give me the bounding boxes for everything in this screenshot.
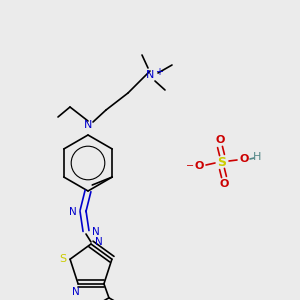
Text: N: N xyxy=(95,237,103,247)
Text: N: N xyxy=(69,207,77,217)
Text: −: − xyxy=(186,161,194,171)
Text: O: O xyxy=(219,179,229,189)
Text: O: O xyxy=(194,161,204,171)
Text: S: S xyxy=(59,254,67,264)
Text: N: N xyxy=(146,70,154,80)
Text: N: N xyxy=(92,227,100,237)
Text: +: + xyxy=(155,67,163,77)
Text: N: N xyxy=(72,287,80,297)
Text: O: O xyxy=(215,135,225,145)
Text: O: O xyxy=(239,154,249,164)
Text: H: H xyxy=(253,152,261,162)
Text: N: N xyxy=(84,120,92,130)
Text: S: S xyxy=(218,155,226,169)
